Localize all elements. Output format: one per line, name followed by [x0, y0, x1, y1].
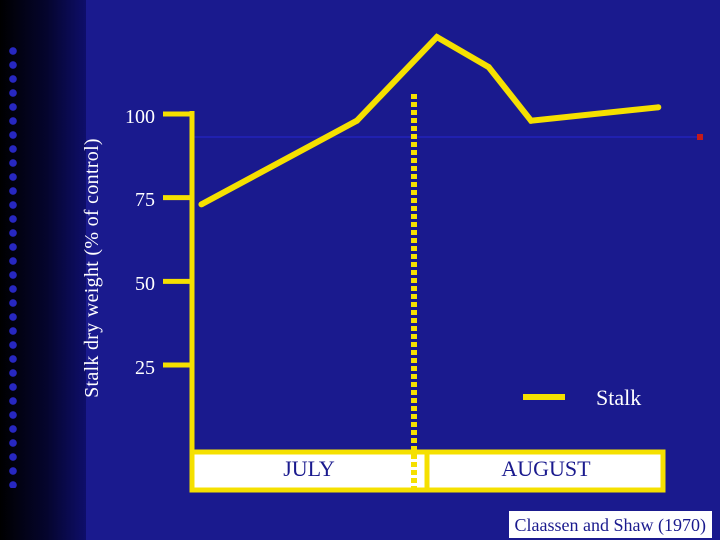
- red-marker: [697, 134, 703, 140]
- data-point-stalk-1: [353, 117, 360, 124]
- series-line-stalk: [199, 33, 659, 208]
- data-point-stalk-2: [433, 34, 440, 41]
- tick-label-75: 75: [135, 189, 155, 211]
- y-axis-title: Stalk dry weight (% of control): [81, 138, 103, 398]
- data-point-stalk-0: [198, 201, 205, 208]
- tick-label-100: 100: [125, 106, 155, 128]
- data-point-stalk-4: [528, 117, 535, 124]
- data-point-stalk-3: [485, 64, 492, 71]
- data-point-stalk-5: [655, 104, 662, 111]
- y-axis: [163, 111, 195, 455]
- dot-column-decoration: [6, 44, 20, 488]
- series-points: [198, 34, 662, 208]
- legend-label-stalk: Stalk: [596, 385, 641, 410]
- tick-label-50: 50: [135, 273, 155, 295]
- left-decorative-band: [0, 0, 86, 540]
- tick-label-25: 25: [135, 357, 155, 379]
- citation: Claassen and Shaw (1970): [508, 511, 712, 538]
- month-label-july: JULY: [283, 456, 335, 481]
- month-label-august: AUGUST: [501, 456, 591, 481]
